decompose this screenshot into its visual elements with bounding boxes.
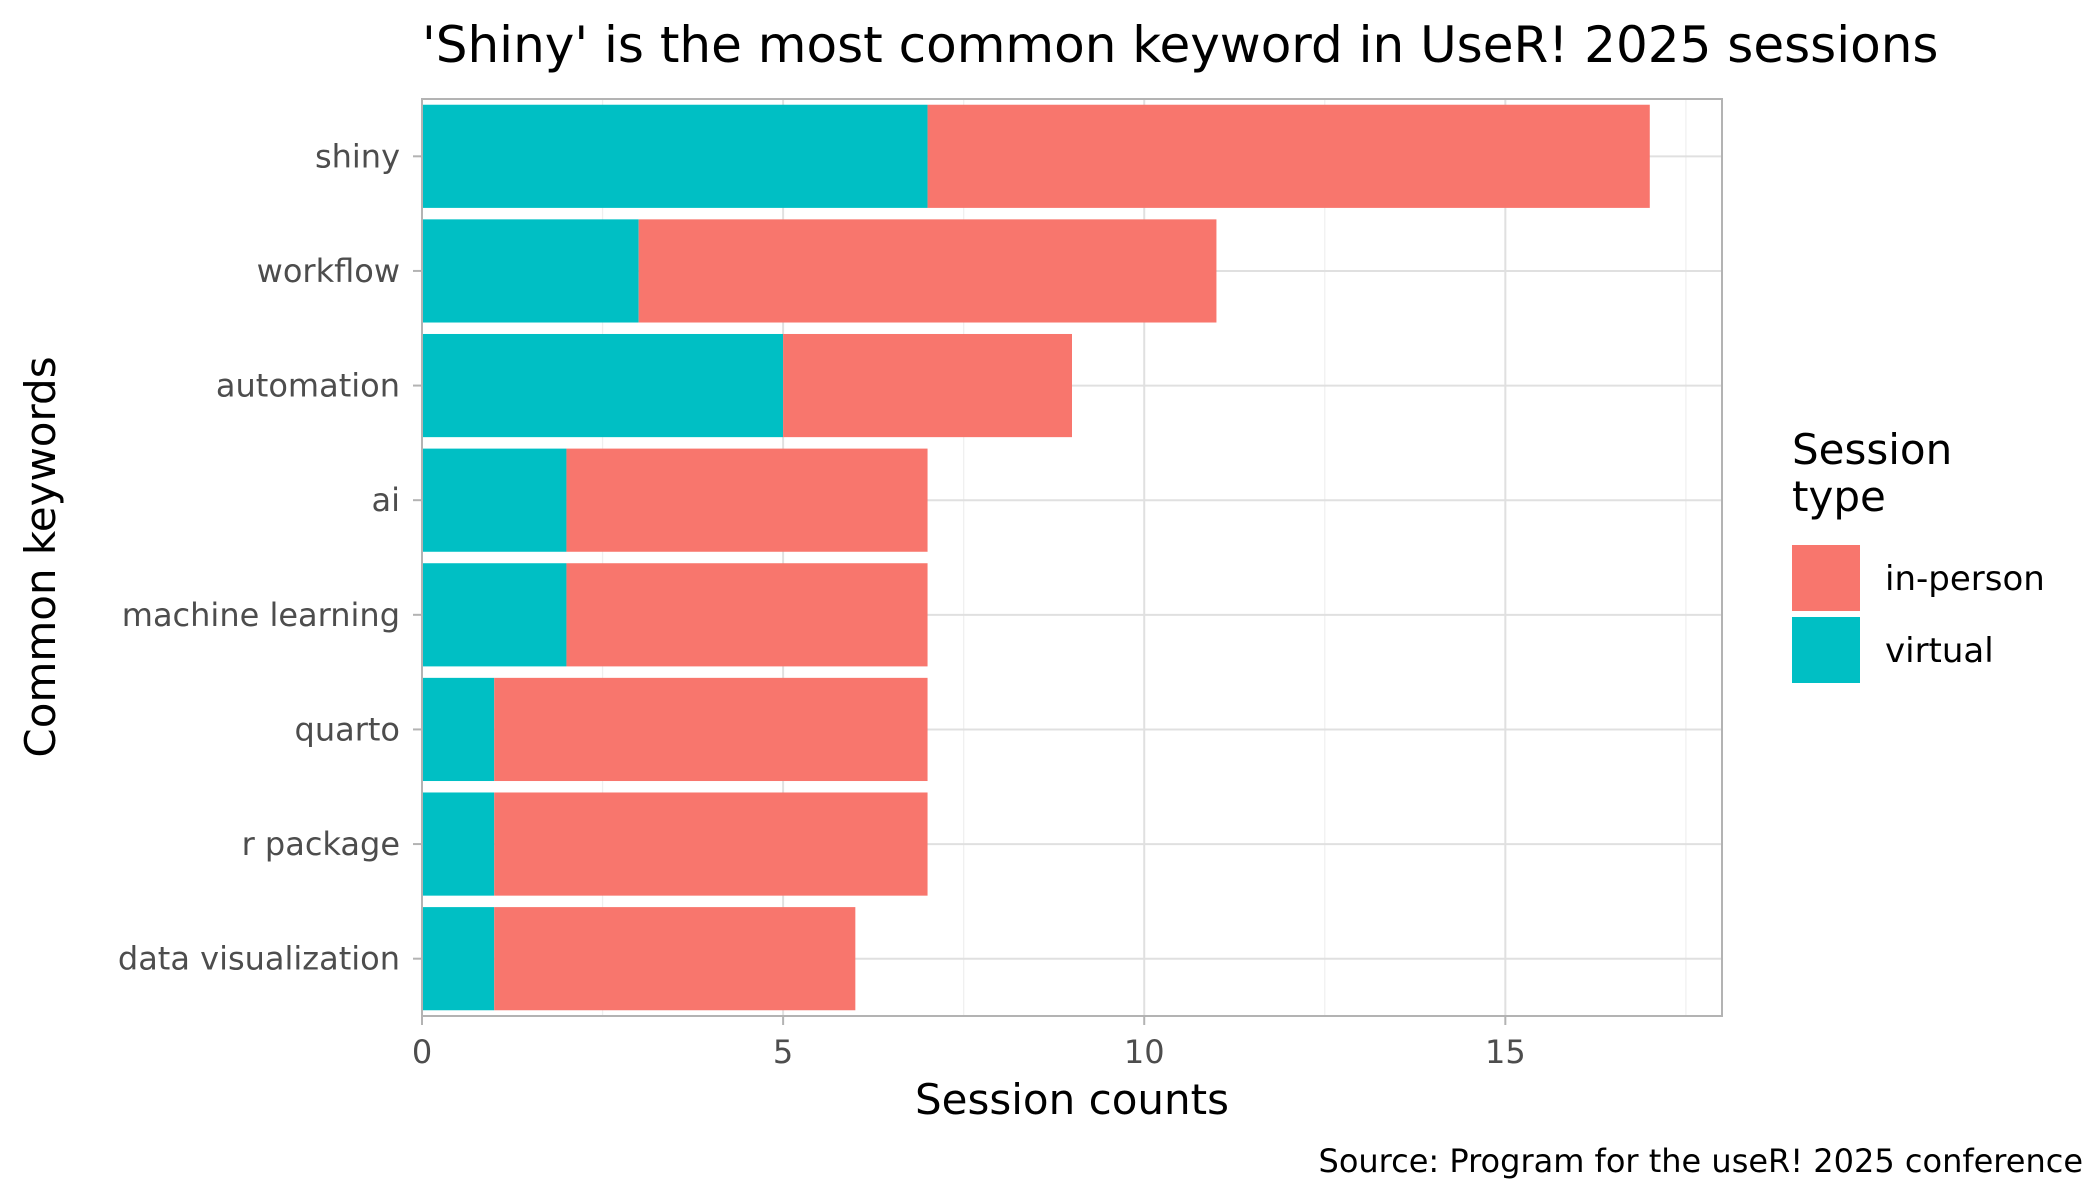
- y-tick-label: machine learning: [122, 596, 400, 634]
- plot-panel: [421, 98, 1723, 1017]
- x-tick-label: 5: [773, 1033, 793, 1071]
- y-tick-label: data visualization: [118, 940, 400, 978]
- bar-in-person: [566, 448, 928, 552]
- bar-virtual: [422, 792, 495, 896]
- bar-in-person: [494, 792, 928, 896]
- bar-in-person: [783, 333, 1072, 438]
- y-tick-label: ai: [372, 481, 401, 519]
- legend-title: Session: [1792, 425, 1952, 474]
- y-tick-label: quarto: [295, 710, 400, 748]
- bar-in-person: [927, 104, 1650, 208]
- legend-key: [1792, 545, 1860, 611]
- y-tick-label: workflow: [257, 252, 400, 290]
- y-tick-label: automation: [216, 367, 400, 405]
- y-axis-title: Common keywords: [16, 356, 65, 757]
- x-tick-label: 0: [412, 1033, 432, 1071]
- bar-virtual: [422, 907, 495, 1011]
- bar-virtual: [422, 563, 567, 667]
- legend-label: in-person: [1885, 559, 2045, 599]
- legend-title: type: [1792, 472, 1886, 521]
- bar-in-person: [566, 563, 928, 667]
- bar-virtual: [422, 104, 928, 208]
- x-tick-label: 15: [1485, 1033, 1526, 1071]
- bar-virtual: [422, 448, 567, 552]
- bar-virtual: [422, 219, 639, 323]
- x-axis: 0 5 10 15: [412, 1016, 1526, 1071]
- chart-caption: Source: Program for the useR! 2025 confe…: [1319, 1142, 2084, 1180]
- y-axis: shiny workflow automation ai machine learnin…: [118, 137, 422, 978]
- bar-virtual: [422, 677, 495, 782]
- y-tick-label: shiny: [315, 137, 400, 175]
- bar-virtual: [422, 333, 784, 438]
- legend-key: [1792, 617, 1860, 683]
- bar-in-person: [494, 677, 928, 782]
- bars: [422, 104, 1650, 1011]
- chart-title: 'Shiny' is the most common keyword in Us…: [422, 16, 1938, 74]
- x-axis-title: Session counts: [915, 1075, 1229, 1124]
- legend-label: virtual: [1885, 631, 1994, 671]
- y-tick-label: r package: [242, 825, 400, 863]
- x-tick-label: 10: [1124, 1033, 1165, 1071]
- bar-in-person: [638, 219, 1217, 323]
- bar-in-person: [494, 907, 856, 1011]
